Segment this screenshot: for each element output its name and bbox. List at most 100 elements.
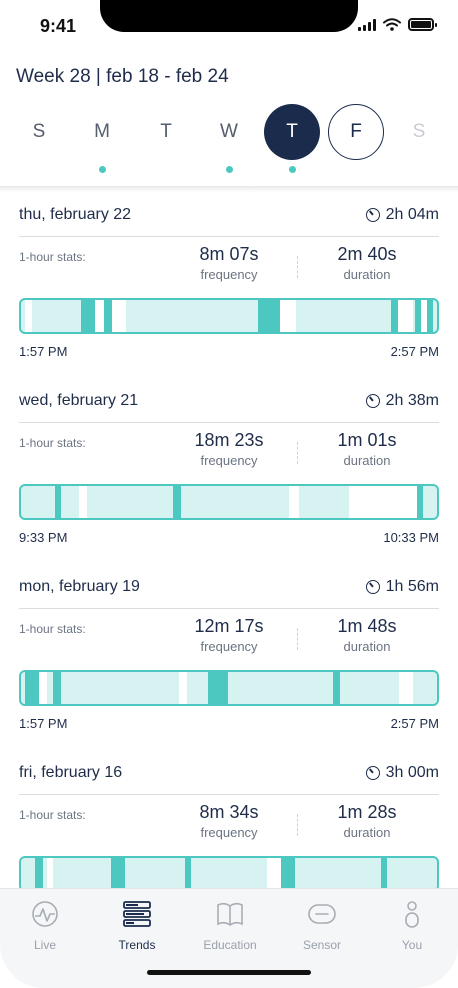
- timer-icon: [365, 580, 380, 594]
- timeline-event: [111, 858, 125, 890]
- timeline-gap: [349, 486, 417, 518]
- home-indicator[interactable]: [147, 970, 311, 975]
- timeline-start-time: 1:57 PM: [19, 716, 68, 731]
- day-friday-today[interactable]: F: [328, 104, 384, 160]
- session-card[interactable]: wed, february 21 2h 38m 1-hour stats: 18…: [19, 392, 439, 552]
- activity-timeline-bar[interactable]: [19, 856, 439, 892]
- stat-divider: [297, 256, 298, 278]
- tab-you[interactable]: You: [372, 899, 452, 952]
- tab-trends[interactable]: Trends: [97, 899, 177, 952]
- duration-stat: 2m 40s duration: [312, 244, 422, 282]
- session-total-value: 3h 00m: [385, 764, 439, 781]
- timeline-gap: [280, 300, 296, 332]
- timeline-event: [35, 858, 43, 890]
- timeline-gap: [398, 300, 413, 332]
- timeline-event: [415, 300, 421, 332]
- divider: [19, 608, 439, 609]
- timeline-event: [391, 300, 398, 332]
- notch: [100, 0, 358, 32]
- session-total: 2h 04m: [365, 206, 439, 224]
- header-divider: [0, 186, 458, 192]
- day-wednesday[interactable]: W: [220, 121, 238, 142]
- day-sunday[interactable]: S: [32, 121, 46, 142]
- tab-education[interactable]: Education: [190, 899, 270, 952]
- timeline-start-time: 9:33 PM: [19, 530, 68, 545]
- activity-timeline-bar[interactable]: [19, 670, 439, 706]
- timeline-gap: [179, 672, 187, 704]
- data-indicator-dot: [99, 166, 106, 173]
- duration-label: duration: [343, 267, 391, 282]
- frequency-value: 8m 34s: [199, 802, 259, 822]
- divider: [19, 422, 439, 423]
- tab-education-label: Education: [203, 938, 257, 952]
- status-icons: [358, 18, 437, 31]
- timer-icon: [365, 394, 380, 408]
- stat-divider: [297, 628, 298, 650]
- data-indicator-dot: [289, 166, 296, 173]
- tab-live[interactable]: Live: [5, 899, 85, 952]
- divider: [19, 794, 439, 795]
- timeline-event: [55, 486, 61, 518]
- frequency-label: frequency: [200, 453, 258, 468]
- timeline-event: [333, 672, 340, 704]
- timeline-gap: [399, 672, 413, 704]
- day-tuesday[interactable]: T: [160, 121, 172, 142]
- timeline-gap: [112, 300, 126, 332]
- data-indicator-dot: [226, 166, 233, 173]
- activity-timeline-bar[interactable]: [19, 298, 439, 334]
- day-thursday-selected[interactable]: T: [264, 104, 320, 160]
- timeline-event: [427, 300, 433, 332]
- status-time: 9:41: [40, 16, 77, 36]
- timeline-event: [25, 672, 39, 704]
- session-card[interactable]: fri, february 16 3h 00m 1-hour stats: 8m…: [19, 764, 439, 892]
- cellular-signal-icon: [358, 18, 376, 31]
- stack-icon: [123, 901, 151, 927]
- duration-stat: 1m 28s duration: [312, 802, 422, 840]
- person-icon: [405, 901, 419, 928]
- divider: [19, 236, 439, 237]
- session-total-value: 2h 38m: [385, 392, 439, 409]
- duration-value: 1m 48s: [337, 616, 397, 636]
- session-date: thu, february 22: [19, 206, 132, 223]
- duration-value: 1m 28s: [337, 802, 397, 822]
- timeline-gap: [79, 486, 87, 518]
- timeline-end-time: 10:33 PM: [383, 530, 439, 545]
- tab-sensor-label: Sensor: [302, 938, 342, 952]
- stat-divider: [297, 442, 298, 464]
- timeline-event: [281, 858, 295, 890]
- session-date: fri, february 16: [19, 764, 123, 781]
- session-total-value: 1h 56m: [385, 578, 439, 595]
- session-date: wed, february 21: [19, 392, 139, 409]
- duration-stat: 1m 48s duration: [312, 616, 422, 654]
- activity-timeline-bar[interactable]: [19, 484, 439, 520]
- timeline-gap: [25, 300, 32, 332]
- stats-label: 1-hour stats:: [19, 436, 86, 450]
- week-title[interactable]: Week 28 | feb 18 - feb 24: [16, 66, 229, 87]
- session-card[interactable]: mon, february 19 1h 56m 1-hour stats: 12…: [19, 578, 439, 738]
- stats-label: 1-hour stats:: [19, 250, 86, 264]
- timeline-gap: [47, 858, 53, 890]
- pulse-icon: [32, 901, 58, 927]
- tab-you-label: You: [401, 938, 423, 952]
- timeline-event: [104, 300, 112, 332]
- tab-live-label: Live: [33, 938, 56, 952]
- duration-value: 2m 40s: [337, 244, 397, 264]
- duration-label: duration: [343, 825, 391, 840]
- timeline-event: [173, 486, 181, 518]
- stats-label: 1-hour stats:: [19, 808, 86, 822]
- session-card[interactable]: thu, february 22 2h 04m 1-hour stats: 8m…: [19, 206, 439, 366]
- session-total: 2h 38m: [365, 392, 439, 410]
- timeline-event: [417, 486, 423, 518]
- sensor-icon: [308, 904, 336, 924]
- timeline-event: [208, 672, 228, 704]
- frequency-stat: 8m 34s frequency: [174, 802, 284, 840]
- session-total: 1h 56m: [365, 578, 439, 596]
- session-date: mon, february 19: [19, 578, 140, 595]
- day-monday[interactable]: M: [94, 121, 110, 142]
- tab-sensor[interactable]: Sensor: [282, 899, 362, 952]
- duration-stat: 1m 01s duration: [312, 430, 422, 468]
- timeline-event: [258, 300, 280, 332]
- timeline-gap: [39, 672, 47, 704]
- timer-icon: [365, 208, 380, 222]
